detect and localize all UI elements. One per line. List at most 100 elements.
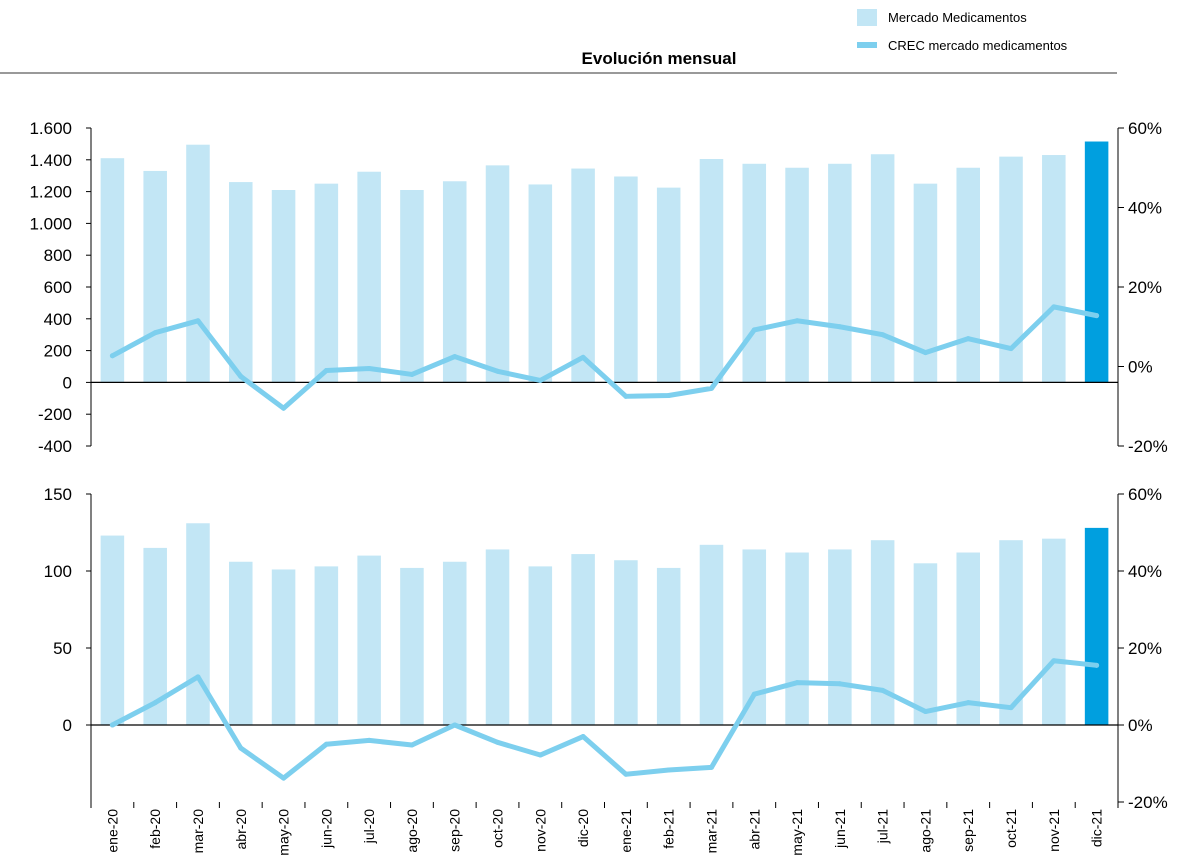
y-left-tick-label: 200 bbox=[44, 342, 72, 361]
legend: Mercado Medicamentos CREC mercado medica… bbox=[857, 9, 1068, 53]
x-tick-label-ene-21: ene-21 bbox=[618, 809, 634, 853]
bar-mar-21 bbox=[699, 544, 724, 725]
bar-dic-21 bbox=[1084, 141, 1109, 383]
bar-mar-20 bbox=[186, 523, 210, 725]
growth-line bbox=[109, 304, 1100, 411]
growth-point-oct-20 bbox=[495, 739, 501, 745]
growth-point-jul-20 bbox=[366, 365, 372, 371]
bar-jul-21 bbox=[870, 540, 895, 725]
growth-point-feb-20 bbox=[152, 700, 158, 706]
growth-point-nov-20 bbox=[537, 752, 543, 758]
legend-swatch-bar bbox=[857, 9, 877, 26]
bar-jul-20 bbox=[357, 171, 381, 383]
y-right-tick-label: 40% bbox=[1128, 562, 1162, 581]
growth-point-sep-21 bbox=[965, 700, 971, 706]
chart-panel-2: 0 50 100 150 -20% 0% 20% 40% 60% bbox=[44, 485, 1168, 812]
bar-may-21 bbox=[785, 167, 809, 383]
growth-point-jul-20 bbox=[366, 737, 372, 743]
x-tick-label-sep-20: sep-20 bbox=[447, 809, 463, 852]
x-tick-label-ago-20: ago-20 bbox=[404, 809, 420, 853]
x-tick-label-sep-21: sep-21 bbox=[960, 809, 976, 852]
bar-abr-21 bbox=[742, 549, 767, 725]
bar-nov-20 bbox=[528, 184, 553, 383]
bar-ago-20 bbox=[400, 567, 424, 725]
y-left-tick-label: 1.200 bbox=[29, 183, 72, 202]
bar-may-20 bbox=[271, 569, 296, 725]
growth-point-dic-20 bbox=[580, 734, 586, 740]
growth-point-may-21 bbox=[794, 318, 800, 324]
bar-nov-21 bbox=[1042, 155, 1066, 383]
bar-jul-20 bbox=[357, 555, 381, 725]
bar-abr-20 bbox=[229, 182, 253, 383]
bar-sep-21 bbox=[956, 167, 980, 383]
growth-point-may-20 bbox=[281, 405, 287, 411]
growth-point-sep-20 bbox=[452, 354, 458, 360]
x-tick-label-nov-20: nov-20 bbox=[532, 809, 548, 852]
x-tick-label-nov-21: nov-21 bbox=[1046, 809, 1062, 852]
x-tick-label-jul-20: jul-20 bbox=[361, 809, 377, 844]
growth-point-abr-21 bbox=[751, 691, 757, 697]
bar-ago-20 bbox=[400, 190, 424, 383]
y-right-tick-label: 20% bbox=[1128, 639, 1162, 658]
growth-point-jun-21 bbox=[837, 324, 843, 330]
y-left-tick-label: 150 bbox=[44, 485, 72, 504]
growth-point-abr-20 bbox=[238, 745, 244, 751]
y-left-tick-label: 1.600 bbox=[29, 119, 72, 138]
growth-point-jun-20 bbox=[323, 367, 329, 373]
growth-point-ene-20 bbox=[109, 722, 115, 728]
x-tick-label-mar-21: mar-21 bbox=[703, 809, 719, 854]
y-right-tick-label: 60% bbox=[1128, 485, 1162, 504]
bar-oct-20 bbox=[485, 549, 510, 725]
bar-ene-20 bbox=[100, 158, 125, 383]
x-tick-label-jul-21: jul-21 bbox=[875, 809, 891, 844]
legend-swatch-line bbox=[857, 42, 877, 48]
growth-point-mar-20 bbox=[195, 674, 201, 680]
chart-panel-1: -400 -200 0 200 400 600 800 1.000 1.200 1.400 1.60… bbox=[29, 119, 1167, 456]
growth-point-feb-21 bbox=[666, 767, 672, 773]
growth-point-jun-21 bbox=[837, 681, 843, 687]
x-tick-label-abr-20: abr-20 bbox=[233, 809, 249, 850]
growth-point-ago-20 bbox=[409, 742, 415, 748]
growth-point-may-21 bbox=[794, 680, 800, 686]
growth-point-ago-20 bbox=[409, 371, 415, 377]
x-tick-label-ene-20: ene-20 bbox=[104, 809, 120, 853]
bar-nov-20 bbox=[528, 566, 553, 725]
growth-point-dic-20 bbox=[580, 354, 586, 360]
x-tick-label-ago-21: ago-21 bbox=[917, 809, 933, 853]
growth-point-ene-21 bbox=[623, 771, 629, 777]
legend-label-line: CREC mercado medicamentos bbox=[888, 38, 1068, 53]
bar-jul-21 bbox=[870, 154, 895, 383]
growth-point-dic-21 bbox=[1094, 313, 1100, 319]
growth-point-nov-21 bbox=[1051, 304, 1057, 310]
y-left-tick-label: 0 bbox=[63, 716, 72, 735]
x-tick-label-abr-21: abr-21 bbox=[746, 809, 762, 850]
y-right-tick-label: 40% bbox=[1128, 199, 1162, 218]
chart-title: Evolución mensual bbox=[582, 49, 737, 68]
growth-point-oct-21 bbox=[1008, 705, 1014, 711]
bar-ene-20 bbox=[100, 535, 125, 725]
growth-point-abr-20 bbox=[238, 373, 244, 379]
bar-ene-21 bbox=[614, 176, 638, 383]
growth-point-sep-21 bbox=[965, 336, 971, 342]
bar-feb-21 bbox=[656, 567, 681, 725]
y-right-tick-label: 0% bbox=[1128, 716, 1153, 735]
y-right-tick-label: 60% bbox=[1128, 119, 1162, 138]
x-tick-label-jun-20: jun-20 bbox=[318, 809, 334, 849]
bar-sep-20 bbox=[442, 181, 467, 383]
bar-oct-20 bbox=[485, 165, 510, 383]
bar-feb-20 bbox=[143, 547, 167, 725]
growth-point-oct-20 bbox=[495, 368, 501, 374]
bar-ene-21 bbox=[614, 560, 638, 725]
bar-sep-20 bbox=[442, 561, 467, 725]
y-left-tick-label: 1.400 bbox=[29, 151, 72, 170]
bar-oct-21 bbox=[999, 156, 1023, 383]
bar-may-21 bbox=[785, 552, 809, 725]
growth-point-ene-21 bbox=[623, 393, 629, 399]
x-tick-label-dic-20: dic-20 bbox=[575, 809, 591, 847]
growth-point-mar-21 bbox=[708, 764, 714, 770]
y-left-tick-label: 600 bbox=[44, 278, 72, 297]
growth-point-abr-21 bbox=[751, 327, 757, 333]
bar-mar-20 bbox=[186, 144, 210, 383]
growth-point-may-20 bbox=[281, 775, 287, 781]
bar-feb-20 bbox=[143, 170, 167, 383]
